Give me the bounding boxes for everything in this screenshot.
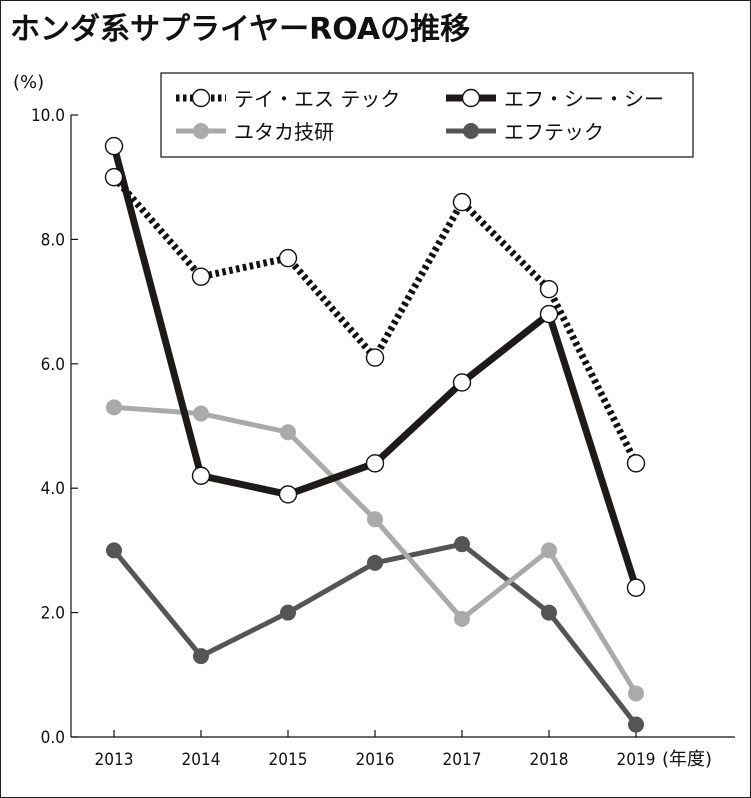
chart-title: ホンダ系サプライヤーROAの推移 — [10, 12, 471, 47]
x-tick-label: 2015 — [269, 750, 308, 770]
data-point — [191, 267, 211, 286]
legend-label: エフテック — [504, 120, 604, 144]
legend-marker — [463, 123, 479, 139]
legend-label: ユタカ技研 — [234, 120, 334, 144]
x-axis-unit: (年度) — [662, 749, 712, 770]
y-tick-label: 10.0 — [31, 106, 65, 126]
data-point — [454, 536, 470, 553]
data-point — [104, 136, 124, 156]
data-point — [628, 685, 644, 702]
x-tick-label: 2013 — [95, 750, 134, 770]
data-point — [278, 248, 298, 268]
data-point — [454, 610, 470, 627]
series-3 — [106, 399, 644, 702]
y-tick-label: 6.0 — [41, 355, 65, 375]
x-tick-label: 2017 — [443, 750, 482, 770]
x-tick-label: 2016 — [356, 750, 395, 770]
y-tick-label: 0.0 — [41, 728, 65, 748]
data-point — [626, 578, 646, 597]
legend-item-3: ユタカ技研 — [176, 120, 334, 144]
legend-label: テイ・エス テック — [234, 87, 400, 111]
legend-item-2: エフ・シー・シー — [446, 87, 664, 111]
legend-item-4: エフテック — [446, 120, 604, 144]
x-tick-label: 2018 — [530, 750, 569, 770]
legend-marker — [191, 88, 211, 108]
data-point — [365, 454, 385, 473]
data-point — [626, 454, 646, 473]
x-tick-label: 2019 — [617, 750, 656, 770]
data-point — [365, 348, 385, 367]
y-tick-label: 8.0 — [41, 230, 65, 250]
data-point — [106, 542, 122, 559]
y-axis-unit: (%) — [13, 72, 44, 93]
data-point — [539, 304, 559, 324]
data-point — [193, 648, 209, 665]
legend-label: エフ・シー・シー — [504, 87, 664, 111]
data-point — [104, 167, 124, 187]
axes: 0.0 2.0 4.0 6.0 8.0 10.0 (%) 2013 2014 2015 2016 20… — [13, 72, 735, 770]
data-point — [452, 192, 472, 212]
series-line — [111, 174, 640, 465]
data-point — [191, 466, 211, 485]
y-tick-label: 4.0 — [41, 479, 65, 499]
data-point — [452, 373, 472, 392]
data-point — [106, 399, 122, 416]
series-4 — [106, 536, 644, 733]
series-layer — [104, 136, 646, 733]
y-tick-label: 2.0 — [41, 604, 65, 624]
data-point — [278, 485, 298, 504]
data-point — [280, 424, 296, 441]
legend-marker — [461, 88, 481, 108]
x-tick-label: 2014 — [182, 750, 221, 770]
series-1 — [104, 167, 646, 473]
data-point — [539, 279, 559, 299]
data-point — [541, 604, 557, 621]
data-point — [367, 554, 383, 571]
series-line — [111, 541, 639, 728]
data-point — [628, 716, 644, 733]
data-point — [193, 405, 209, 422]
legend-frame — [160, 72, 694, 158]
series-2 — [104, 136, 646, 597]
legend-item-1: テイ・エス テック — [176, 87, 400, 111]
legend-marker — [193, 123, 209, 139]
data-point — [541, 542, 557, 559]
data-point — [280, 604, 296, 621]
data-point — [367, 511, 383, 528]
